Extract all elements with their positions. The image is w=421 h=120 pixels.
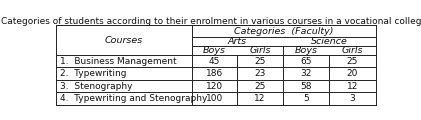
Text: 25: 25 <box>347 57 358 66</box>
Bar <box>56 25 376 105</box>
Text: 186: 186 <box>206 69 223 78</box>
Text: 2.  Typewriting: 2. Typewriting <box>60 69 126 78</box>
Text: Boys: Boys <box>295 46 317 55</box>
Text: 5: 5 <box>303 94 309 103</box>
Text: Girls: Girls <box>342 46 363 55</box>
Text: 20: 20 <box>347 69 358 78</box>
Text: 120: 120 <box>206 82 223 91</box>
Text: Courses: Courses <box>105 36 143 45</box>
Text: 12: 12 <box>347 82 358 91</box>
Text: Categories of students according to their enrolment in various courses in a voca: Categories of students according to thei… <box>1 17 421 26</box>
Text: Science: Science <box>311 37 348 46</box>
Text: Categories  (Faculty): Categories (Faculty) <box>234 27 333 36</box>
Text: 23: 23 <box>254 69 266 78</box>
Text: 32: 32 <box>301 69 312 78</box>
Text: 4.  Typewriting and Stenography: 4. Typewriting and Stenography <box>60 94 207 103</box>
Text: 25: 25 <box>254 57 266 66</box>
Text: 25: 25 <box>254 82 266 91</box>
Text: 3.  Stenography: 3. Stenography <box>60 82 132 91</box>
Text: 3: 3 <box>349 94 355 103</box>
Text: 100: 100 <box>206 94 223 103</box>
Text: Girls: Girls <box>249 46 271 55</box>
Text: 12: 12 <box>254 94 266 103</box>
Text: 58: 58 <box>300 82 312 91</box>
Text: Boys: Boys <box>203 46 226 55</box>
Text: Arts: Arts <box>228 37 247 46</box>
Text: 1.  Business Management: 1. Business Management <box>60 57 176 66</box>
Text: 65: 65 <box>300 57 312 66</box>
Text: 45: 45 <box>209 57 220 66</box>
